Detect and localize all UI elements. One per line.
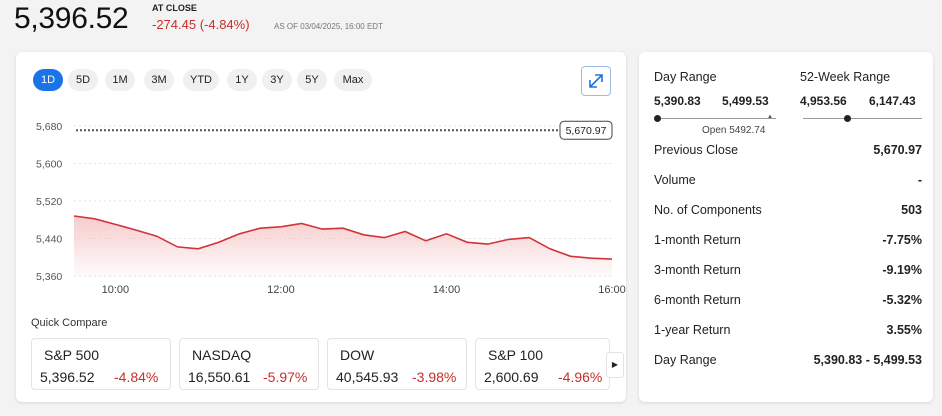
- expand-chart-button[interactable]: [581, 66, 611, 96]
- stat-row-previous-close: Previous Close 5,670.97: [654, 143, 922, 161]
- stat-label: No. of Components: [654, 203, 762, 217]
- as-of-timestamp: AS OF 03/04/2025, 16:00 EDT: [274, 22, 383, 31]
- compare-card-nasdaq[interactable]: NASDAQ 16,550.61 -5.97%: [179, 338, 319, 390]
- quick-compare-title: Quick Compare: [31, 317, 108, 329]
- compare-name: S&P 100: [488, 347, 544, 363]
- week52-high: 6,147.43: [869, 94, 916, 108]
- stat-label: Day Range: [654, 353, 717, 367]
- compare-value: 16,550.61: [188, 369, 251, 385]
- compare-card-dow[interactable]: DOW 40,545.93 -3.98%: [327, 338, 467, 390]
- stat-row-1m-return: 1-month Return -7.75%: [654, 233, 922, 251]
- stat-row-6m-return: 6-month Return -5.32%: [654, 293, 922, 311]
- day-range-title: Day Range: [654, 70, 717, 84]
- day-range-high: 5,499.53: [722, 94, 769, 108]
- stat-label: 1-year Return: [654, 323, 731, 337]
- compare-name: S&P 500: [44, 347, 100, 363]
- range-button-max[interactable]: Max: [334, 69, 372, 91]
- stat-label: Volume: [654, 173, 696, 187]
- week52-range-indicator: [844, 115, 852, 122]
- price-area: [74, 216, 612, 276]
- current-price: 5,396.52: [14, 2, 129, 35]
- range-button-5y[interactable]: 5Y: [297, 69, 327, 91]
- range-button-1m[interactable]: 1M: [105, 69, 135, 91]
- price-chart[interactable]: 5,680 5,600 5,520 5,440 5,360 10:00 12:00 14:0…: [16, 112, 626, 302]
- price-change: -274.45 (-4.84%): [152, 17, 250, 32]
- y-tick-label: 5,600: [36, 159, 62, 171]
- week52-low: 4,953.56: [800, 94, 847, 108]
- stat-value: -: [917, 173, 922, 187]
- stat-value: 503: [901, 203, 922, 217]
- range-button-ytd[interactable]: YTD: [183, 69, 219, 91]
- range-button-1d[interactable]: 1D: [33, 69, 63, 91]
- stat-value: -5.32%: [882, 293, 922, 307]
- compare-change: -4.96%: [558, 369, 603, 385]
- price-line: [73, 215, 613, 260]
- x-tick-label: 14:00: [433, 284, 461, 296]
- compare-name: NASDAQ: [192, 347, 252, 363]
- x-tick-label: 10:00: [102, 284, 130, 296]
- stat-value: 5,390.83 - 5,499.53: [813, 353, 922, 367]
- stat-value: -9.19%: [882, 263, 922, 277]
- day-range-indicator: [654, 115, 661, 122]
- stat-row-1y-return: 1-year Return 3.55%: [654, 323, 922, 341]
- compare-value: 40,545.93: [336, 369, 399, 385]
- day-range-bar: [657, 118, 776, 119]
- chart-card: 1D 5D 1M 3M YTD 1Y 3Y 5Y Max 5,680 5,600 5…: [16, 52, 626, 402]
- stat-label: 3-month Return: [654, 263, 741, 277]
- day-range-low: 5,390.83: [654, 94, 701, 108]
- compare-change: -4.84%: [114, 369, 159, 385]
- expand-icon: [589, 74, 603, 88]
- range-button-3y[interactable]: 3Y: [262, 69, 292, 91]
- play-right-icon[interactable]: ▶: [606, 352, 624, 378]
- compare-value: 2,600.69: [484, 369, 539, 385]
- x-tick-label: 12:00: [267, 284, 295, 296]
- range-button-3m[interactable]: 3M: [144, 69, 174, 91]
- previous-close-label: 5,670.97: [566, 125, 607, 137]
- at-close-label: AT CLOSE: [152, 3, 197, 13]
- compare-change: -5.97%: [263, 369, 308, 385]
- stat-label: 6-month Return: [654, 293, 741, 307]
- range-button-5d[interactable]: 5D: [68, 69, 98, 91]
- week52-range-bar: [803, 118, 922, 119]
- stat-row-components: No. of Components 503: [654, 203, 922, 221]
- stat-value: 5,670.97: [873, 143, 922, 157]
- quote-header: 5,396.52 AT CLOSE -274.45 (-4.84%) AS OF…: [0, 0, 942, 44]
- x-tick-label: 16:00: [598, 284, 626, 296]
- stats-card: Day Range 52-Week Range 5,390.83 5,499.5…: [639, 52, 933, 402]
- compare-change: -3.98%: [412, 369, 457, 385]
- y-tick-label: 5,680: [36, 121, 62, 133]
- stat-value: 3.55%: [886, 323, 922, 337]
- stat-row-volume: Volume -: [654, 173, 922, 191]
- previous-close-marker: 5,670.97: [559, 120, 613, 140]
- stat-label: 1-month Return: [654, 233, 741, 247]
- compare-card-sp500[interactable]: S&P 500 5,396.52 -4.84%: [31, 338, 171, 390]
- open-marker-icon: ▲: [767, 114, 773, 120]
- compare-value: 5,396.52: [40, 369, 95, 385]
- week52-range-title: 52-Week Range: [800, 70, 891, 84]
- stat-value: -7.75%: [882, 233, 922, 247]
- stat-label: Previous Close: [654, 143, 739, 157]
- y-tick-label: 5,440: [36, 234, 62, 246]
- stat-row-3m-return: 3-month Return -9.19%: [654, 263, 922, 281]
- range-button-1y[interactable]: 1Y: [227, 69, 257, 91]
- y-tick-label: 5,360: [36, 271, 62, 283]
- open-price-label: Open 5492.74: [702, 125, 766, 136]
- y-tick-label: 5,520: [36, 196, 62, 208]
- compare-card-sp100[interactable]: S&P 100 2,600.69 -4.96%: [475, 338, 610, 390]
- compare-name: DOW: [340, 347, 375, 363]
- stat-row-day-range: Day Range 5,390.83 - 5,499.53: [654, 353, 922, 371]
